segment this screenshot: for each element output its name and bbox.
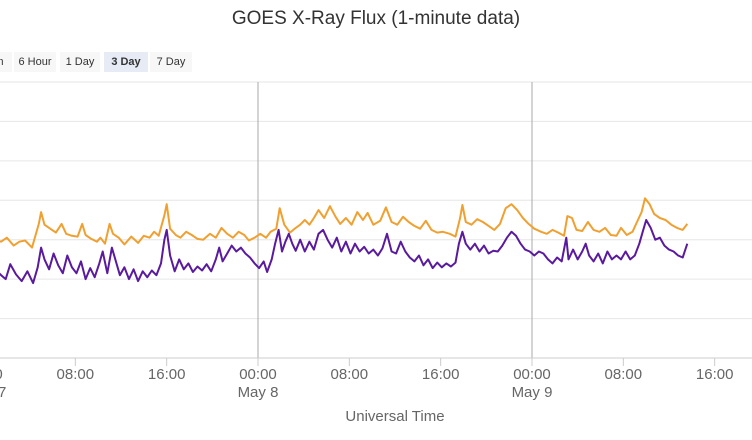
x-tick-label: 00:00	[0, 366, 3, 383]
range-button-6-hour[interactable]: 6 Hour	[14, 52, 56, 72]
x-tick-date-label: May 8	[238, 384, 279, 401]
x-tick-label: 16:00	[422, 366, 460, 383]
x-tick-label: 08:00	[57, 366, 95, 383]
day-dividers	[257, 82, 533, 358]
x-tick-label: 00:00	[239, 366, 277, 383]
x-tick-label: 16:00	[148, 366, 186, 383]
x-tick-label: 16:00	[696, 366, 734, 383]
x-tick-label: 08:00	[605, 366, 643, 383]
series-line-purple	[0, 219, 689, 285]
x-tick-date-label: May 9	[512, 384, 553, 401]
grid-lines	[0, 81, 752, 320]
range-button-partial[interactable]: m	[0, 52, 12, 72]
series-lines	[0, 197, 689, 285]
series-line-orange	[0, 197, 689, 249]
x-tick-partial-label: 7	[0, 384, 6, 401]
x-tick-label: 00:00	[513, 366, 551, 383]
chart-title: GOES X-Ray Flux (1-minute data)	[231, 8, 521, 29]
x-tick-label: 08:00	[331, 366, 369, 383]
range-button-7-day[interactable]: 7 Day	[150, 52, 192, 72]
x-axis-title: Universal Time	[345, 408, 445, 425]
range-button-3-day[interactable]: 3 Day	[104, 52, 148, 72]
range-button-1-day[interactable]: 1 Day	[60, 52, 100, 72]
